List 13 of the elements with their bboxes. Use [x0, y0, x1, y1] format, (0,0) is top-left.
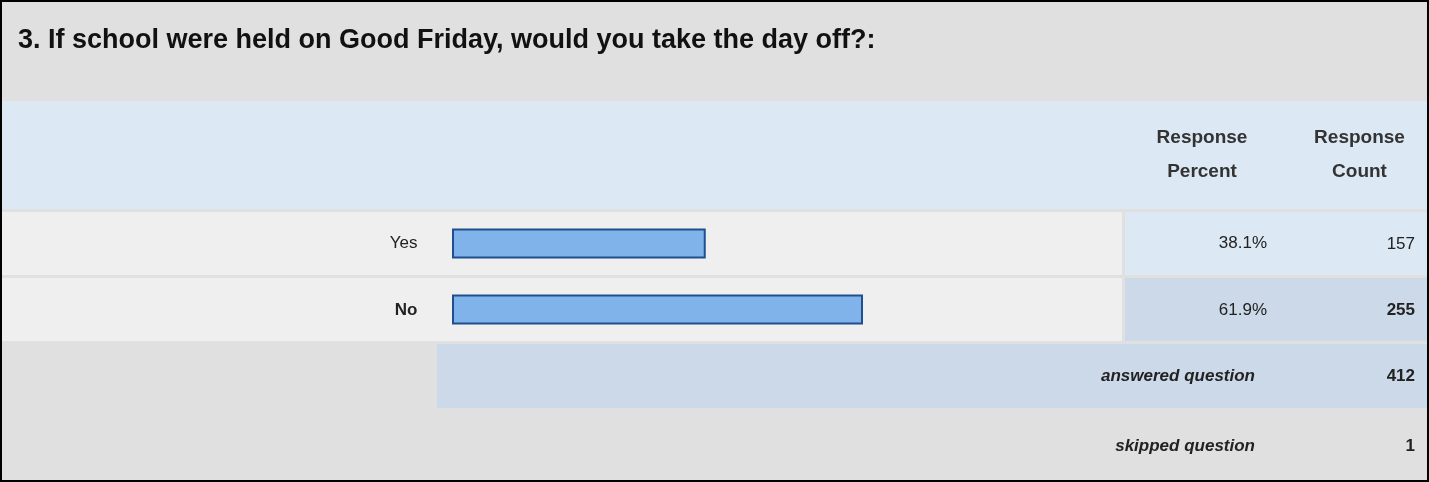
text: 1	[1404, 434, 1416, 457]
text: skipped question	[1114, 434, 1256, 457]
chart-title: 3. If school were held on Good Friday, would you take the day off?:	[18, 24, 876, 55]
data-label: 61.9%	[1218, 299, 1267, 319]
text: Response Count	[1313, 125, 1406, 183]
text: 157	[1385, 232, 1416, 255]
text: Response Percent	[1155, 125, 1249, 183]
y-tick-label: Yes	[389, 233, 418, 253]
data-label: 38.1%	[1218, 233, 1267, 253]
text: 412	[1385, 365, 1416, 387]
y-tick-label: No	[394, 299, 418, 319]
text: 255	[1385, 298, 1416, 321]
text: answered question	[1100, 365, 1256, 387]
